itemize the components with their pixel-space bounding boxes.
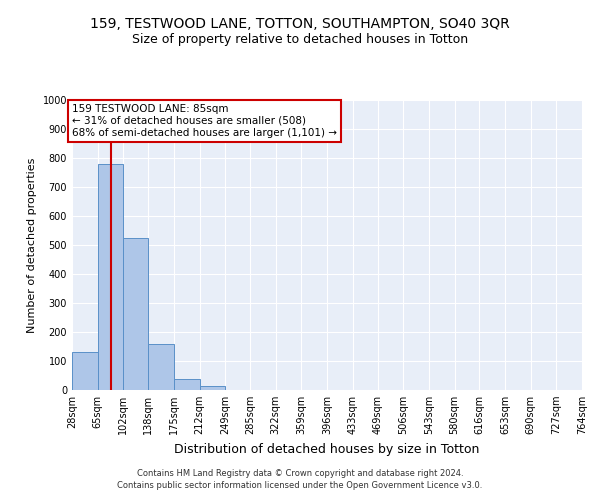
Bar xyxy=(148,344,174,390)
Bar xyxy=(72,352,98,390)
Text: Contains HM Land Registry data © Crown copyright and database right 2024.
Contai: Contains HM Land Registry data © Crown c… xyxy=(118,468,482,490)
Text: 159, TESTWOOD LANE, TOTTON, SOUTHAMPTON, SO40 3QR: 159, TESTWOOD LANE, TOTTON, SOUTHAMPTON,… xyxy=(90,18,510,32)
Text: 159 TESTWOOD LANE: 85sqm
← 31% of detached houses are smaller (508)
68% of semi-: 159 TESTWOOD LANE: 85sqm ← 31% of detach… xyxy=(72,104,337,138)
Text: Size of property relative to detached houses in Totton: Size of property relative to detached ho… xyxy=(132,32,468,46)
X-axis label: Distribution of detached houses by size in Totton: Distribution of detached houses by size … xyxy=(175,442,479,456)
Bar xyxy=(174,380,199,390)
Y-axis label: Number of detached properties: Number of detached properties xyxy=(27,158,37,332)
Bar xyxy=(199,386,225,390)
Bar xyxy=(98,164,123,390)
Bar xyxy=(123,238,148,390)
